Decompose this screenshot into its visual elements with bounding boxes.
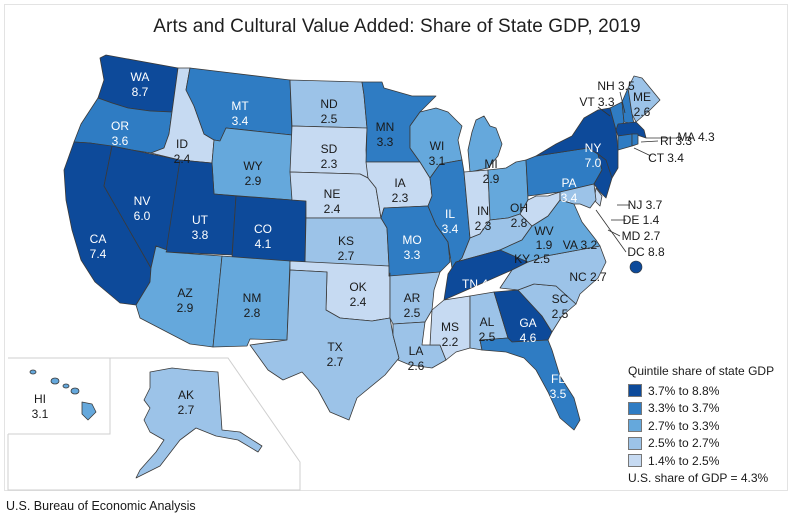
svg-text:DE 1.4: DE 1.4: [623, 213, 660, 227]
legend-item: 1.4% to 2.5%: [628, 452, 774, 469]
legend: Quintile share of state GDP 3.7% to 8.8%…: [628, 364, 774, 485]
legend-title: Quintile share of state GDP: [628, 364, 775, 378]
svg-text:SC2.5: SC 2.5: [552, 292, 569, 321]
svg-text:KY 2.5: KY 2.5: [514, 252, 550, 266]
state-fl[interactable]: [479, 337, 581, 431]
svg-text:PA3.4: PA 3.4: [561, 176, 578, 205]
svg-text:LA2.6: LA 2.6: [408, 344, 425, 373]
source-credit: U.S. Bureau of Economic Analysis: [6, 499, 196, 513]
us-share-note: U.S. share of GDP = 4.3%: [628, 471, 769, 485]
state-hi[interactable]: [29, 369, 97, 421]
svg-text:IN2.3: IN 2.3: [475, 204, 492, 233]
svg-text:MA 4.3: MA 4.3: [677, 130, 715, 144]
state-nh[interactable]: [621, 87, 635, 125]
svg-text:MD 2.7: MD 2.7: [622, 229, 661, 243]
leader-lines: [595, 91, 676, 253]
state-dc[interactable]: [629, 260, 643, 274]
state-mi[interactable]: [467, 115, 503, 173]
svg-text:NM2.8: NM 2.8: [243, 291, 262, 320]
state-mo[interactable]: [380, 205, 451, 277]
legend-item: 2.7% to 3.3%: [628, 417, 774, 434]
state-md[interactable]: [559, 183, 597, 209]
svg-text:NY7.0: NY 7.0: [585, 141, 602, 170]
state-ct[interactable]: [617, 133, 633, 151]
svg-text:CA7.4: CA 7.4: [90, 232, 107, 261]
svg-text:ND2.5: ND 2.5: [320, 97, 338, 126]
legend-swatch: [628, 436, 642, 450]
legend-swatch: [628, 419, 642, 432]
svg-text:SD2.3: SD 2.3: [321, 142, 338, 171]
svg-text:AR2.5: AR 2.5: [404, 291, 421, 320]
svg-text:KS2.7: KS 2.7: [338, 234, 355, 263]
svg-text:IL3.4: IL 3.4: [442, 207, 459, 236]
svg-text:GA4.6: GA 4.6: [519, 316, 536, 345]
svg-text:OK2.4: OK 2.4: [349, 280, 366, 309]
legend-item: 3.7% to 8.8%: [628, 382, 774, 399]
svg-text:RI 3.3: RI 3.3: [660, 134, 692, 148]
svg-text:OH2.8: OH 2.8: [510, 201, 528, 230]
svg-text:WI3.1: WI 3.1: [429, 139, 446, 168]
svg-text:CT 3.4: CT 3.4: [648, 151, 684, 165]
svg-text:OR3.6: OR 3.6: [111, 119, 129, 148]
state-nj[interactable]: [593, 153, 613, 199]
svg-text:MO3.3: MO 3.3: [402, 233, 421, 262]
state-wi[interactable]: [409, 107, 463, 179]
state-me[interactable]: [627, 75, 661, 123]
svg-text:MT3.4: MT 3.4: [231, 99, 249, 128]
svg-text:CO4.1: CO 4.1: [254, 222, 272, 251]
hawaii-inset-frame: [8, 357, 111, 435]
svg-text:MI2.9: MI 2.9: [483, 157, 500, 186]
svg-text:IA2.3: IA 2.3: [392, 176, 409, 205]
state-la[interactable]: [392, 321, 447, 369]
svg-text:NV6.0: NV 6.0: [134, 194, 151, 223]
svg-text:MS2.2: MS 2.2: [441, 320, 459, 349]
state-ri[interactable]: [631, 133, 639, 147]
svg-text:AK2.7: AK 2.7: [178, 388, 195, 417]
svg-text:MN3.3: MN 3.3: [376, 120, 395, 149]
svg-text:NE2.4: NE 2.4: [324, 187, 341, 216]
svg-text:HI3.1: HI 3.1: [32, 392, 49, 421]
state-ak[interactable]: [135, 367, 263, 479]
state-labels: WA 8.7 OR 3.6 CA 7.4 NV 6.0 ID 2.4 MT 3.4 WY 2.…: [32, 70, 715, 421]
legend-swatch: [628, 401, 642, 415]
svg-text:WA8.7: WA 8.7: [131, 70, 150, 99]
svg-text:WV1.9: WV 1.9: [534, 224, 553, 252]
legend-swatch: [628, 384, 642, 397]
svg-text:VA 3.2: VA 3.2: [563, 238, 598, 252]
svg-text:ID2.4: ID 2.4: [174, 137, 191, 166]
legend-swatch: [628, 454, 642, 467]
alaska-inset-frame: [7, 357, 301, 491]
svg-text:DC 8.8: DC 8.8: [627, 245, 665, 259]
svg-text:WY2.9: WY 2.9: [243, 159, 262, 188]
legend-item: 3.3% to 3.7%: [628, 400, 774, 417]
legend-item: 2.5% to 2.7%: [628, 435, 774, 452]
svg-text:NJ 3.7: NJ 3.7: [628, 198, 663, 212]
svg-text:AL2.5: AL 2.5: [479, 315, 496, 344]
svg-text:VT 3.3: VT 3.3: [579, 95, 614, 109]
svg-text:AZ2.9: AZ 2.9: [177, 286, 194, 315]
svg-text:NC 2.7: NC 2.7: [569, 270, 607, 284]
chart-title: Arts and Cultural Value Added: Share of …: [153, 16, 641, 37]
svg-text:ME2.6: ME 2.6: [633, 90, 651, 119]
svg-text:FL3.5: FL 3.5: [550, 372, 567, 401]
state-va[interactable]: [499, 199, 601, 263]
svg-text:NH 3.5: NH 3.5: [597, 79, 635, 93]
svg-text:TN 4.1: TN 4.1: [462, 277, 498, 291]
state-tx[interactable]: [249, 269, 400, 421]
svg-text:TX2.7: TX 2.7: [327, 340, 344, 369]
svg-text:UT3.8: UT 3.8: [192, 213, 209, 242]
